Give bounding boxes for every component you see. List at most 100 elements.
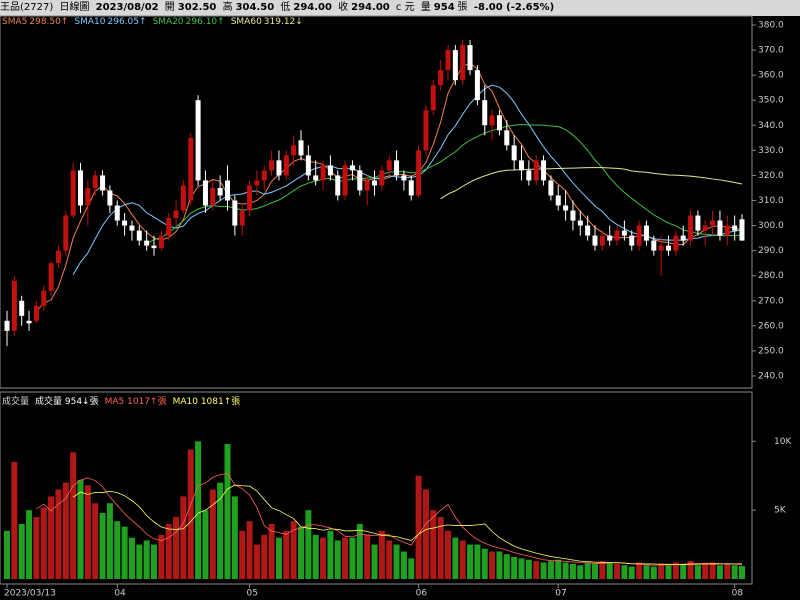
candle-body — [416, 150, 422, 196]
candle-body — [217, 187, 223, 196]
volume-bar — [518, 558, 525, 579]
candle-body — [519, 160, 524, 171]
volume-bar — [422, 489, 429, 579]
volume-bar — [239, 530, 246, 579]
volume-bar — [680, 563, 687, 579]
y-tick-label: 350.0 — [758, 96, 784, 106]
candle-body — [511, 145, 517, 161]
legend-name: SMA10 — [74, 17, 106, 27]
candle-body — [305, 155, 311, 176]
candle-body — [555, 195, 561, 206]
label: 高 — [222, 2, 233, 13]
candle-body — [680, 235, 686, 241]
volume-bar — [33, 517, 40, 579]
candle-body — [320, 165, 326, 181]
volume-legend-item: MA5 1017↑張 — [104, 397, 167, 407]
volume-bar — [562, 562, 569, 579]
candle-body — [467, 45, 473, 71]
candle-body — [688, 215, 694, 241]
candle-body — [541, 160, 547, 181]
candle-body — [577, 220, 583, 226]
volume-bar — [408, 558, 415, 579]
volume-bar — [4, 530, 10, 579]
volume-bar — [731, 565, 738, 579]
volume-bar — [665, 565, 672, 579]
candle-body — [489, 115, 495, 126]
x-tick-label: 05 — [247, 589, 258, 599]
x-tick-label: 06 — [416, 589, 428, 599]
volume-bar — [342, 537, 349, 579]
value: 954 — [433, 2, 455, 13]
volume-bar — [217, 482, 224, 579]
candle-body — [651, 240, 657, 251]
volume-bar — [452, 537, 459, 579]
y-tick-label: 260.0 — [758, 321, 784, 331]
y-tick-label: 270.0 — [758, 296, 784, 306]
volume-bar — [430, 510, 437, 579]
volume-bar — [672, 562, 679, 579]
legend: SMA5 298.50↑ SMA10 296.05↑ SMA20 296.10↑ SMA60… — [2, 17, 309, 27]
candle-body — [548, 180, 554, 196]
candle-body — [474, 70, 480, 101]
volume-legend-item: 成交量 — [2, 397, 30, 407]
stock-name[interactable]: 王品(2727) — [0, 2, 54, 13]
volume-bar — [298, 526, 304, 579]
legend-name: SMA60 — [230, 17, 262, 27]
y-tick-label: 300.0 — [758, 221, 784, 231]
chart-type[interactable]: 日線圖 — [59, 2, 90, 13]
candle-body — [702, 225, 708, 231]
candle-body — [78, 170, 83, 206]
label: 低 — [280, 2, 291, 13]
candle-body — [327, 165, 333, 176]
legend-name: SMA5 — [2, 17, 28, 27]
candle-body — [202, 180, 208, 206]
volume-bar — [327, 530, 334, 579]
candle-body — [41, 290, 47, 306]
candle-body — [107, 190, 113, 206]
candle-body — [695, 215, 701, 231]
volume-bar — [496, 551, 503, 579]
volume-bar — [415, 475, 422, 579]
legend-value: 296.10↑ — [185, 17, 225, 27]
candle-body — [401, 175, 407, 181]
volume-bar — [445, 530, 451, 579]
candle-body — [739, 219, 745, 241]
candle-body — [349, 165, 355, 171]
volume-bar — [621, 565, 628, 579]
candle-body — [33, 305, 39, 321]
candle-body — [673, 235, 679, 251]
volume-bar — [349, 537, 356, 579]
price-frame — [0, 15, 753, 389]
volume-bar — [312, 534, 319, 579]
candle-body — [173, 210, 179, 219]
candle-body — [438, 70, 444, 86]
y-tick-label: 340.0 — [758, 121, 784, 131]
volume-bar — [584, 562, 591, 579]
volume-bar — [268, 523, 275, 579]
candle-body — [239, 210, 245, 226]
volume-bar — [62, 482, 69, 579]
candle-body — [386, 160, 392, 171]
volume-bar — [393, 544, 400, 579]
volume-bar — [246, 521, 253, 579]
sma-line — [36, 62, 743, 312]
label: 開 — [164, 2, 175, 13]
candle-body — [151, 245, 157, 249]
unit: c 元 — [395, 2, 415, 13]
volume-bar — [224, 444, 231, 579]
volume-bar — [77, 479, 84, 579]
volume-bar — [540, 562, 547, 579]
candle-body — [430, 85, 436, 111]
volume-bar — [261, 534, 268, 579]
volume-bar — [106, 503, 113, 579]
candle-body — [254, 180, 260, 186]
volume-bar — [474, 544, 481, 579]
candle-body — [335, 175, 341, 196]
volume-bar — [739, 565, 745, 579]
volume-bar — [467, 544, 474, 579]
candle-body — [85, 187, 91, 206]
x-tick-label: 2023/03/13 — [4, 589, 56, 599]
volume-bar — [128, 537, 135, 579]
volume-bar — [371, 544, 378, 579]
volume-bar — [26, 510, 33, 579]
